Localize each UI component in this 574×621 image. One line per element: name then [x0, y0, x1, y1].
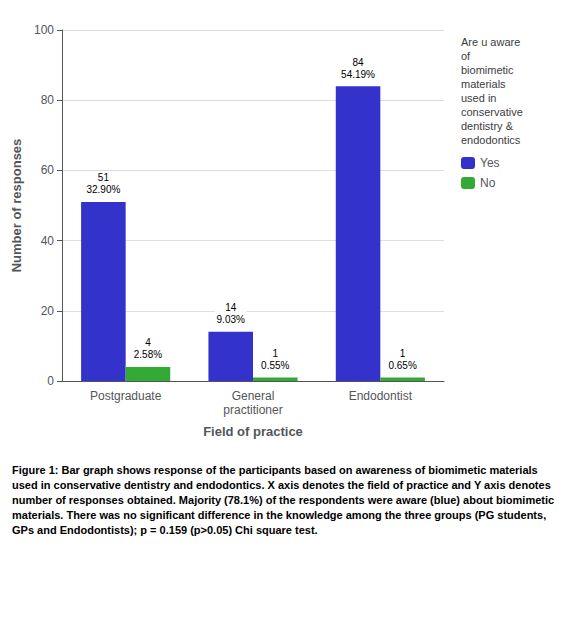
svg-text:of: of	[461, 50, 471, 62]
svg-text:51: 51	[98, 172, 110, 183]
svg-text:80: 80	[41, 93, 55, 107]
svg-text:0.55%: 0.55%	[261, 360, 289, 371]
svg-text:100: 100	[34, 23, 54, 37]
svg-text:conservative: conservative	[461, 106, 523, 118]
svg-text:materials: materials	[461, 78, 506, 90]
svg-text:14: 14	[225, 302, 237, 313]
svg-text:biomimetic: biomimetic	[461, 64, 514, 76]
svg-text:GPs and Endodontists); p = 0.1: GPs and Endodontists); p = 0.159 (p>0.05…	[12, 524, 318, 536]
svg-text:20: 20	[41, 304, 55, 318]
svg-text:Number of responses: Number of responses	[9, 139, 24, 273]
svg-text:Postgraduate: Postgraduate	[90, 389, 162, 403]
svg-text:endodontics: endodontics	[461, 134, 521, 146]
svg-text:used in: used in	[461, 92, 496, 104]
svg-text:4: 4	[145, 337, 151, 348]
svg-text:84: 84	[352, 57, 364, 68]
svg-text:54.19%: 54.19%	[341, 69, 375, 80]
svg-text:0: 0	[47, 374, 54, 388]
svg-text:materials. There was no signif: materials. There was no significant diff…	[12, 509, 549, 521]
svg-text:40: 40	[41, 234, 55, 248]
svg-text:Yes: Yes	[480, 156, 500, 170]
svg-text:General: General	[232, 389, 275, 403]
svg-text:practitioner: practitioner	[223, 403, 282, 417]
svg-text:1: 1	[273, 348, 279, 359]
svg-text:60: 60	[41, 163, 55, 177]
svg-text:2.58%: 2.58%	[134, 349, 162, 360]
svg-text:used in conservative dentistry: used in conservative dentistry and endod…	[12, 479, 554, 491]
svg-text:number of responses obtained.: number of responses obtained. Majority (…	[12, 494, 557, 506]
svg-text:9.03%: 9.03%	[217, 314, 245, 325]
svg-text:dentistry &: dentistry &	[461, 120, 514, 132]
svg-text:Figure 1: Bar graph shows resp: Figure 1: Bar graph shows response of th…	[12, 464, 541, 476]
svg-text:Field of practice: Field of practice	[203, 424, 303, 439]
svg-text:1: 1	[400, 348, 406, 359]
svg-text:0.65%: 0.65%	[388, 360, 416, 371]
svg-text:Are u aware: Are u aware	[461, 36, 520, 48]
svg-text:32.90%: 32.90%	[86, 184, 120, 195]
svg-text:No: No	[480, 176, 496, 190]
svg-text:Endodontist: Endodontist	[349, 389, 413, 403]
